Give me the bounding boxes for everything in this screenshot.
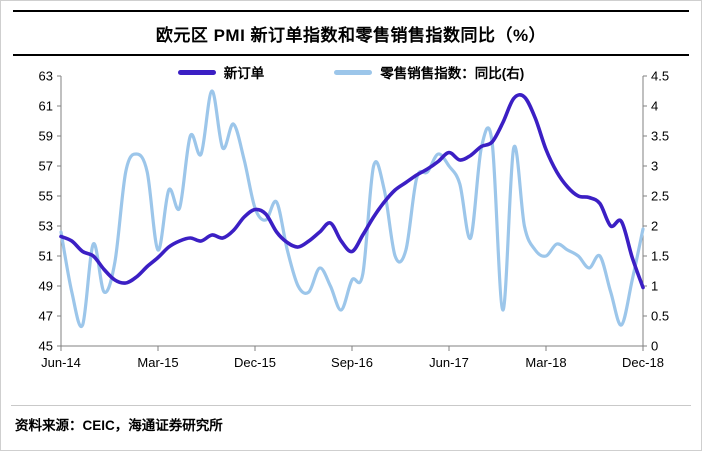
right-axis-label: 2.5 [651,189,669,204]
left-axis-label: 61 [39,99,53,114]
x-axis-label: Jun-14 [41,355,81,370]
left-axis-label: 49 [39,279,53,294]
left-axis-label: 55 [39,189,53,204]
right-axis-label: 2 [651,219,658,234]
right-axis-label: 4 [651,99,658,114]
left-axis-label: 59 [39,129,53,144]
left-axis-label: 47 [39,309,53,324]
chart-title: 欧元区 PMI 新订单指数和零售销售指数同比（%） [13,10,689,56]
data-source: 资料来源：CEIC，海通证券研究所 [11,405,691,434]
right-axis-label: 1 [651,279,658,294]
right-axis-label: 3.5 [651,129,669,144]
left-axis-label: 51 [39,249,53,264]
right-axis-label: 3 [651,159,658,174]
left-axis-label: 45 [39,339,53,354]
x-axis-label: Mar-18 [525,355,566,370]
left-axis-label: 63 [39,69,53,84]
retail-sales-line [59,89,645,329]
right-axis-label: 0.5 [651,309,669,324]
x-axis-label: Dec-15 [234,355,276,370]
right-axis-label: 0 [651,339,658,354]
chart-area: 新订单 零售销售指数：同比(右) 45 47 49 51 53 55 57 59 61 63 0 0.… [11,60,691,401]
left-axis-label: 57 [39,159,53,174]
pmi-retail-line-chart: 45 47 49 51 53 55 57 59 61 63 0 0.5 1 1.5 2 2.5 3 3.5 4 4.5… [39,69,670,371]
x-axis-label: Dec-18 [622,355,664,370]
right-axis-label: 1.5 [651,249,669,264]
new-orders-line [59,93,645,290]
right-axis-label: 4.5 [651,69,669,84]
x-axis-label: Sep-16 [331,355,373,370]
x-axis-label: Mar-15 [137,355,178,370]
x-axis-label: Jun-17 [429,355,469,370]
left-axis-label: 53 [39,219,53,234]
